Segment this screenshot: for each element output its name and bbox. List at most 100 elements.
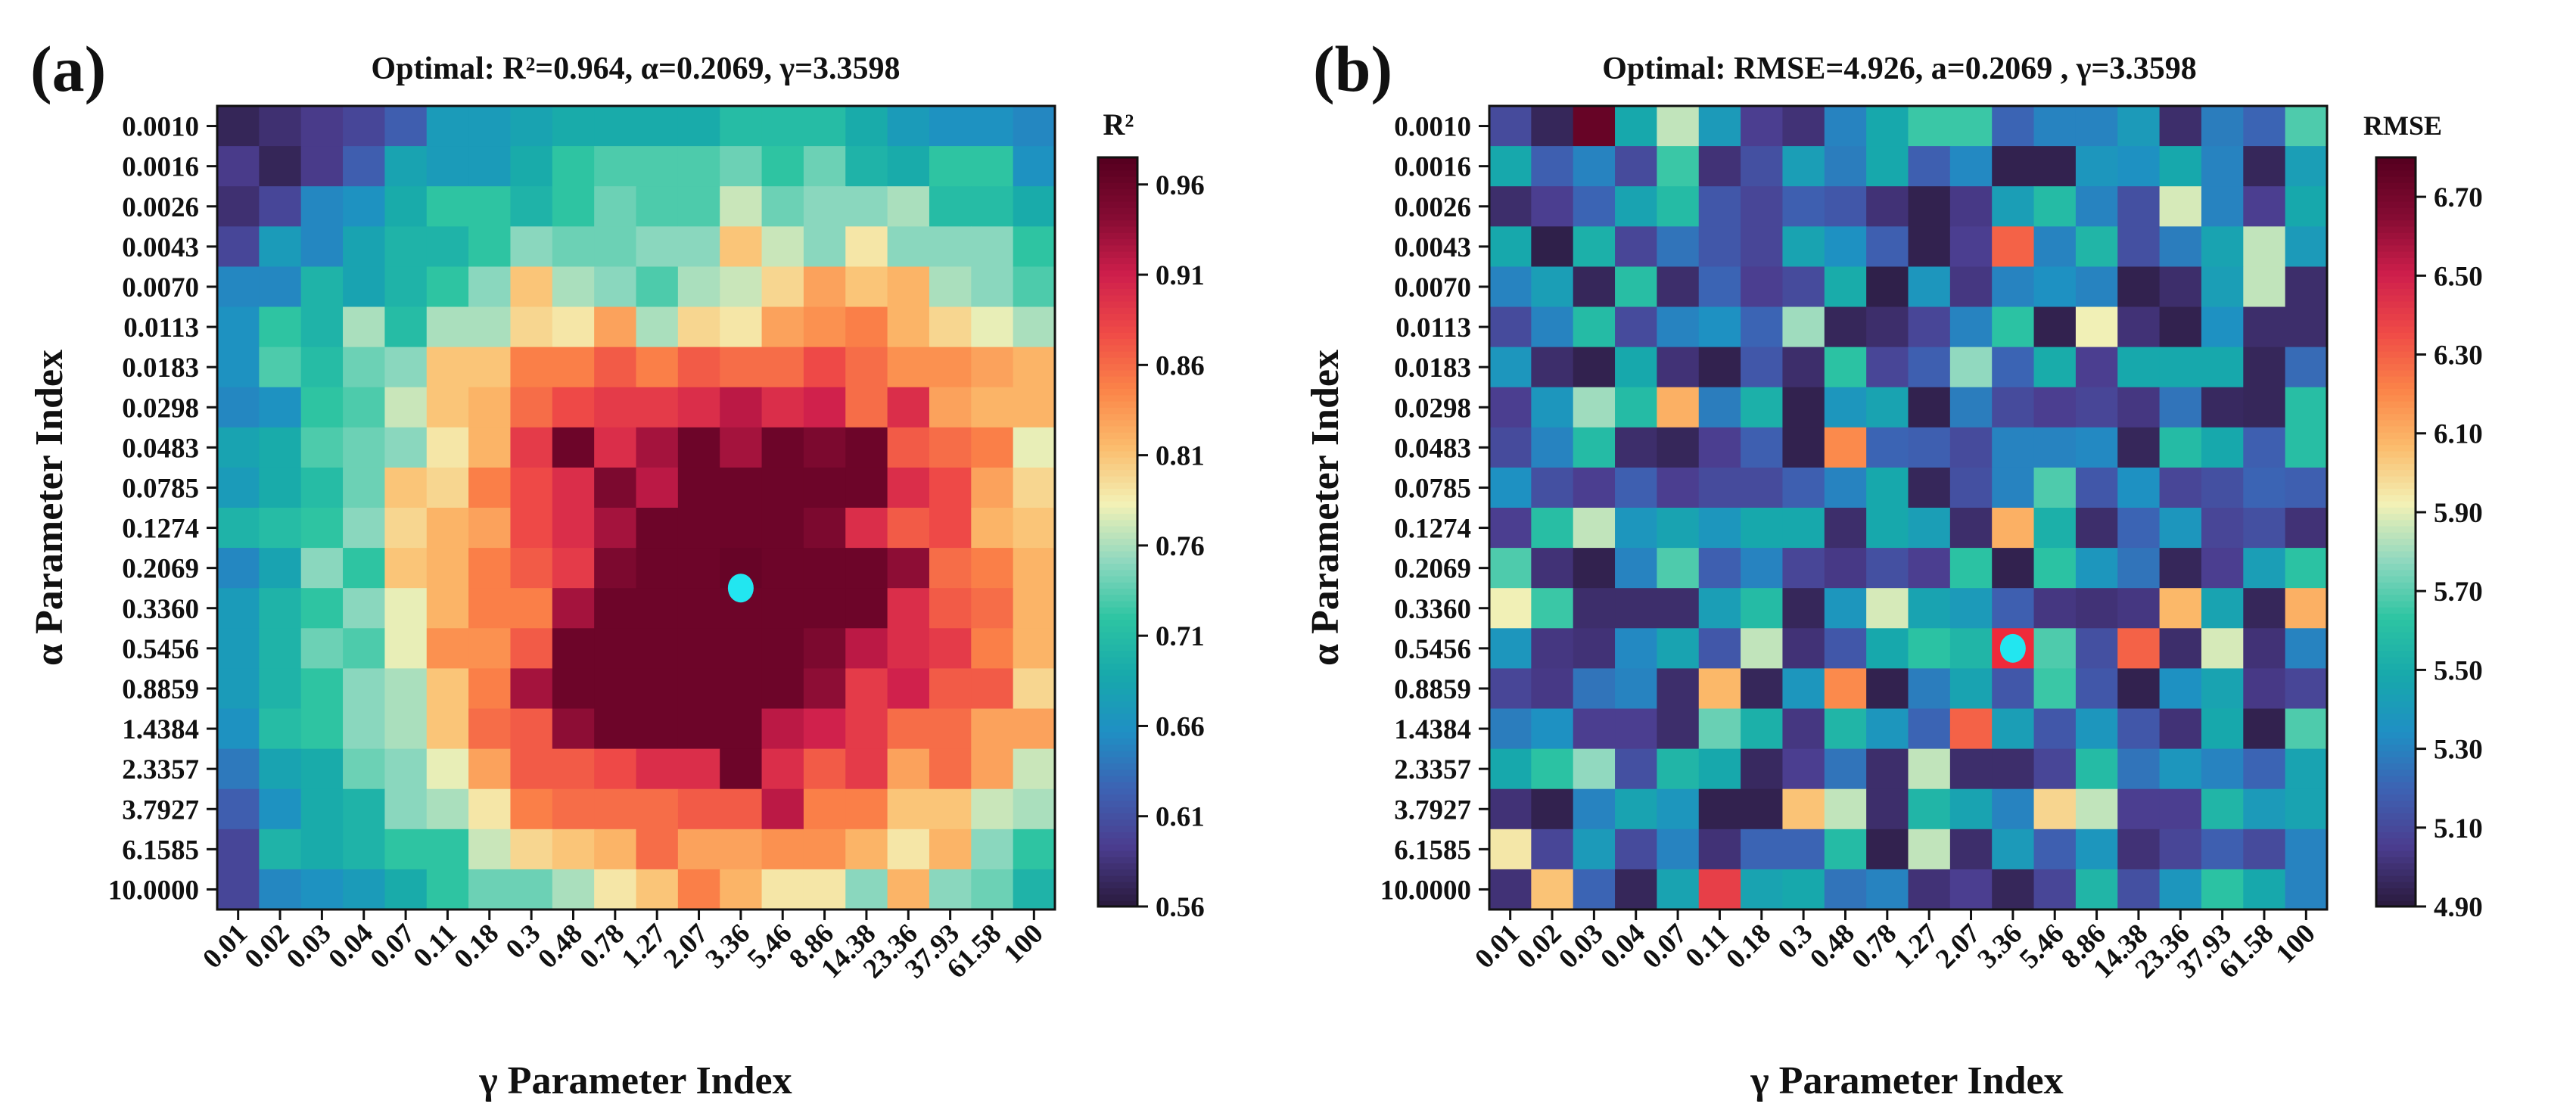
heatmap-cell — [217, 106, 260, 147]
colorbar-segment — [2376, 888, 2416, 895]
chart-title: Optimal: RMSE=4.926, a=0.2069 , γ=3.3598 — [1602, 51, 2197, 86]
heatmap-cell — [1992, 186, 2035, 227]
heatmap-cell — [636, 588, 679, 629]
heatmap-cell — [761, 708, 804, 750]
heatmap-cell — [1573, 668, 1616, 710]
chart-title: Optimal: R²=0.964, α=0.2069, γ=3.3598 — [371, 51, 900, 86]
heatmap-cell — [1698, 387, 1741, 428]
heatmap-cell — [259, 869, 302, 910]
heatmap-cell — [887, 508, 930, 549]
heatmap-cell — [384, 508, 428, 549]
colorbar-segment — [1098, 513, 1137, 521]
colorbar-segment — [2376, 569, 2416, 577]
heatmap-cell — [2033, 266, 2077, 308]
heatmap-cell — [971, 467, 1014, 508]
heatmap-cell — [761, 628, 804, 669]
heatmap-cell — [761, 548, 804, 589]
heatmap-cell — [677, 628, 720, 669]
y-tick-label: 0.0026 — [122, 192, 199, 223]
heatmap-cell — [2201, 226, 2244, 267]
heatmap-cell — [1657, 508, 1700, 549]
heatmap-cell — [426, 708, 469, 750]
heatmap-cell — [803, 146, 846, 187]
colorbar-segment — [1098, 338, 1137, 346]
heatmap-cell — [1741, 226, 1784, 267]
heatmap-cell — [594, 748, 637, 790]
heatmap-cell — [510, 186, 553, 227]
heatmap-cell — [1657, 628, 1700, 669]
y-tick-label: 0.2069 — [122, 554, 199, 585]
heatmap-cell — [1908, 829, 1951, 870]
heatmap-cell — [677, 186, 720, 227]
heatmap-cell — [2201, 548, 2244, 589]
heatmap-cell — [1531, 588, 1574, 629]
heatmap-cell — [594, 869, 637, 910]
heatmap-cell — [1824, 508, 1867, 549]
heatmap-cell — [1657, 306, 1700, 348]
heatmap-cell — [1992, 548, 2035, 589]
heatmap-cell — [1782, 146, 1825, 187]
heatmap-cell — [803, 829, 846, 870]
heatmap-cell — [468, 467, 512, 508]
heatmap-cell — [2201, 588, 2244, 629]
heatmap-cell — [720, 146, 763, 187]
colorbar-segment — [1098, 488, 1137, 496]
heatmap-cell — [1531, 548, 1574, 589]
heatmap-cell — [1741, 628, 1784, 669]
heatmap-cell — [929, 306, 972, 348]
colorbar-tick-label: 0.56 — [1156, 892, 1205, 923]
heatmap-cell — [971, 508, 1014, 549]
heatmap-cell — [552, 226, 595, 267]
heatmap-cell — [1615, 306, 1657, 348]
colorbar-segment — [1098, 538, 1137, 546]
heatmap-cell — [594, 266, 637, 308]
heatmap-cell — [1992, 106, 2035, 147]
heatmap-cell — [1824, 788, 1867, 830]
colorbar-segment — [2376, 400, 2416, 408]
heatmap-cell — [343, 347, 385, 388]
colorbar-segment — [2376, 900, 2416, 907]
heatmap-cell — [1531, 186, 1574, 227]
heatmap-cell — [1949, 788, 1993, 830]
heatmap-cell — [1824, 306, 1867, 348]
heatmap-cells — [217, 106, 1056, 910]
colorbar-segment — [1098, 519, 1137, 527]
heatmap-cell — [468, 347, 512, 388]
heatmap-cell — [887, 628, 930, 669]
heatmap-cell — [1782, 869, 1825, 910]
heatmap-cell — [2285, 427, 2328, 468]
heatmap-cell — [887, 306, 930, 348]
heatmap-cell — [426, 106, 469, 147]
colorbar-segment — [2376, 700, 2416, 707]
heatmap-cell — [1573, 146, 1616, 187]
heatmap-cell — [929, 106, 972, 147]
colorbar-tick-label: 5.70 — [2434, 577, 2483, 608]
heatmap-cell — [1013, 508, 1056, 549]
y-tick-label: 0.1274 — [122, 514, 199, 545]
heatmap-cell — [426, 748, 469, 790]
heatmap-cell — [1489, 266, 1532, 308]
heatmap-cell — [803, 226, 846, 267]
y-tick-label: 0.0113 — [123, 312, 199, 344]
heatmap-cell — [1489, 467, 1532, 508]
heatmap-cell — [259, 467, 302, 508]
heatmap-cell — [636, 266, 679, 308]
heatmap-cell — [1013, 467, 1056, 508]
heatmap-cell — [2243, 668, 2286, 710]
heatmap-cell — [300, 427, 344, 468]
heatmap-cell — [803, 347, 846, 388]
colorbar-segment — [2376, 719, 2416, 726]
heatmap-cell — [552, 467, 595, 508]
heatmap-cell — [259, 226, 302, 267]
heatmap-cell — [1949, 347, 1993, 388]
heatmap-cell — [803, 708, 846, 750]
heatmap-cell — [2117, 829, 2161, 870]
heatmap-cell — [929, 788, 972, 830]
heatmap-cell — [468, 387, 512, 428]
heatmap-cell — [971, 347, 1014, 388]
heatmap-cell — [217, 186, 260, 227]
heatmap-cell — [300, 266, 344, 308]
heatmap-cell — [1013, 588, 1056, 629]
heatmap-cell — [1782, 588, 1825, 629]
heatmap-cell — [384, 306, 428, 348]
